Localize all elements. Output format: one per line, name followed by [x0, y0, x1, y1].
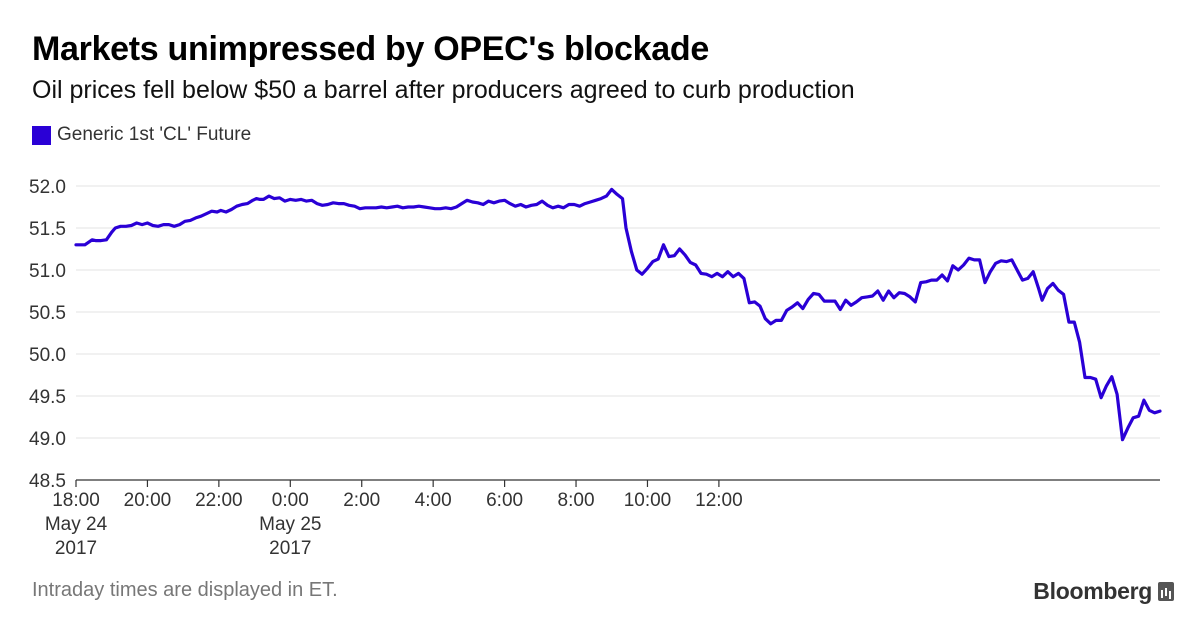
y-tick-label: 50.5	[29, 303, 66, 324]
x-axis: 18:00 May 24 2017 20:00 22:00 0:00 May 25 2017 2…	[45, 479, 1160, 559]
footnote: Intraday times are displayed in ET.	[32, 579, 338, 601]
x-tick-label: 8:00	[558, 490, 595, 511]
x-tick-label: 20:00	[124, 490, 172, 511]
x-tick-label: 2017	[269, 538, 311, 559]
x-tick-label: 10:00	[624, 490, 672, 511]
legend-swatch	[32, 125, 51, 145]
chart-subtitle: Oil prices fell below $50 a barrel after…	[32, 76, 855, 104]
gridlines	[76, 185, 1160, 439]
legend: Generic 1st 'CL' Future	[32, 124, 251, 146]
y-tick-label: 51.5	[29, 219, 66, 240]
y-tick-label: 52.0	[29, 177, 66, 198]
x-tick-label: 18:00	[52, 490, 100, 511]
series-line	[74, 187, 1162, 442]
y-tick-label: 48.5	[29, 471, 66, 492]
y-axis-ticks: 52.0 51.5 51.0 50.5 50.0 49.5 49.0 48.5	[29, 177, 66, 492]
x-tick-label: May 25	[259, 514, 321, 535]
series-layer	[74, 187, 1162, 442]
y-tick-label: 49.0	[29, 429, 66, 450]
y-tick-label: 50.0	[29, 345, 66, 366]
chart-title: Markets unimpressed by OPEC's blockade	[32, 30, 709, 68]
y-tick-label: 51.0	[29, 261, 66, 282]
brand-logo: Bloomberg	[1033, 578, 1174, 605]
x-tick-label: May 24	[45, 514, 108, 535]
x-tick-label: 22:00	[195, 490, 243, 511]
x-tick-label: 2017	[55, 538, 97, 559]
x-tick-label: 6:00	[486, 490, 523, 511]
bar-chart-icon	[1158, 582, 1174, 601]
x-tick-label: 0:00	[272, 490, 309, 511]
x-tick-label: 4:00	[415, 490, 452, 511]
legend-label: Generic 1st 'CL' Future	[57, 124, 252, 145]
x-tick-label: 2:00	[343, 490, 380, 511]
brand-name: Bloomberg	[1033, 578, 1152, 604]
y-tick-label: 49.5	[29, 387, 66, 408]
x-tick-label: 12:00	[695, 490, 743, 511]
